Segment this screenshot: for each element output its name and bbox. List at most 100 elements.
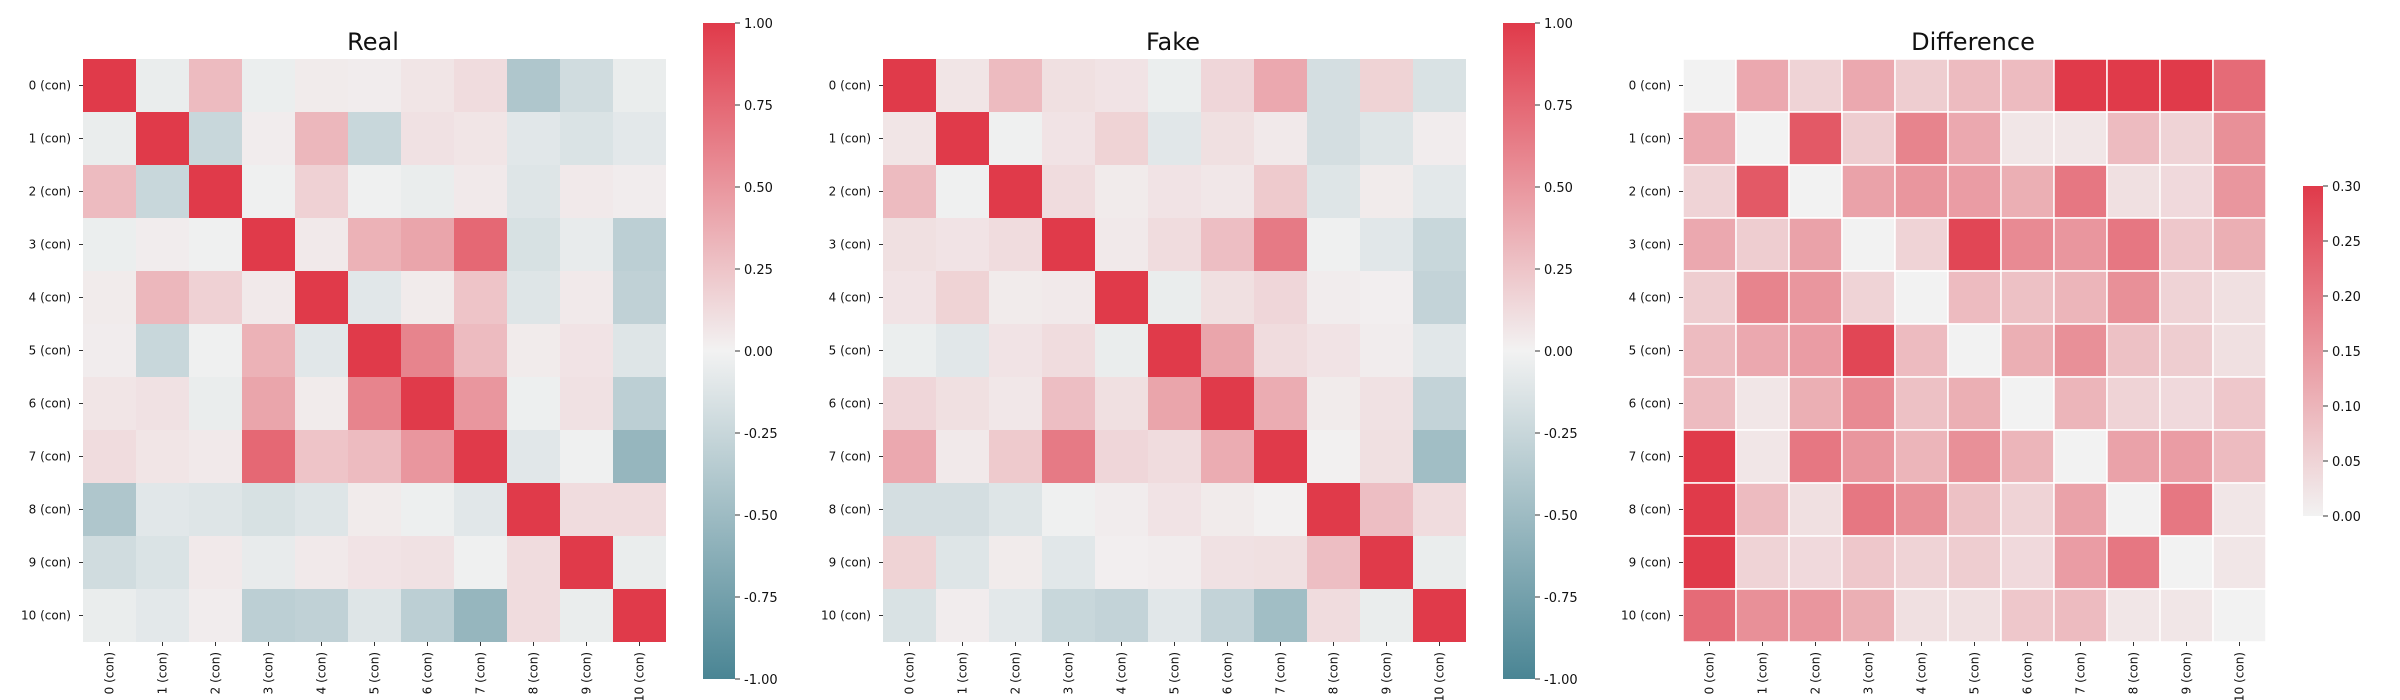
heatmap-cell	[348, 59, 401, 112]
heatmap-cell	[2159, 588, 2214, 643]
heatmap-cell	[454, 218, 507, 271]
heatmap-cell	[2159, 376, 2214, 431]
heatmap-cell	[1254, 112, 1307, 165]
heatmap-cell	[989, 536, 1042, 589]
heatmap-cell	[1788, 429, 1843, 484]
heatmap-cell	[2106, 270, 2161, 325]
heatmap-cell	[1095, 271, 1148, 324]
heatmap-cell	[1307, 218, 1360, 271]
heatmap-cell	[189, 430, 242, 483]
heatmap-cell	[189, 218, 242, 271]
row-label: 3 (con)	[29, 238, 71, 252]
heatmap-cell	[1360, 430, 1413, 483]
heatmap-cell	[1947, 111, 2002, 166]
colorbar-tick-label: 0.25	[744, 263, 773, 278]
heatmap-cell	[2000, 482, 2055, 537]
heatmap-cell	[295, 112, 348, 165]
heatmap-cell	[348, 377, 401, 430]
heatmap-cell	[136, 271, 189, 324]
heatmap-cell	[1360, 165, 1413, 218]
heatmap-cell	[613, 165, 666, 218]
heatmap-cell	[454, 165, 507, 218]
heatmap-cell	[1413, 112, 1466, 165]
heatmap-cell	[1148, 271, 1201, 324]
heatmap-cell	[1095, 165, 1148, 218]
heatmap-cell	[1360, 589, 1413, 642]
heatmap-cell	[507, 430, 560, 483]
heatmap-cell	[560, 430, 613, 483]
heatmap-cell	[136, 377, 189, 430]
heatmap-cell	[1894, 535, 1949, 590]
heatmap-cell	[1201, 430, 1254, 483]
row-label: 7 (con)	[1629, 450, 1671, 464]
row-labels: 0 (con) 1 (con) 2 (con) 3 (con) 4 (con) 5 (co…	[21, 79, 83, 623]
heatmap-cell	[1841, 588, 1896, 643]
heatmap-cell	[136, 112, 189, 165]
heatmap-cell	[454, 430, 507, 483]
heatmap-cell	[1307, 271, 1360, 324]
row-label: 4 (con)	[829, 291, 871, 305]
panel-title: Fake	[1146, 28, 1200, 56]
heatmap-cell	[348, 271, 401, 324]
heatmap-cell	[2106, 111, 2161, 166]
heatmap-cell	[348, 218, 401, 271]
heatmap-cell	[401, 377, 454, 430]
heatmap-cell	[295, 165, 348, 218]
heatmap-cell	[613, 271, 666, 324]
colorbar-ticks: 0.00 0.05 0.10 0.15 0.20 0.25 0.30	[2323, 180, 2361, 525]
heatmap-cell	[454, 324, 507, 377]
heatmap-cell	[1788, 58, 1843, 113]
heatmap-cell	[242, 430, 295, 483]
colorbar-tick-label: 1.00	[1544, 17, 1573, 32]
heatmap-cell	[1095, 377, 1148, 430]
heatmap-cell	[1095, 59, 1148, 112]
heatmap-cell	[1254, 377, 1307, 430]
heatmap-cell	[1682, 429, 1737, 484]
heatmap-cell	[83, 324, 136, 377]
heatmap-cell	[1148, 218, 1201, 271]
heatmap-cell	[348, 483, 401, 536]
heatmap-cell	[1095, 430, 1148, 483]
heatmap-cell	[2212, 429, 2267, 484]
heatmap-cell	[295, 536, 348, 589]
heatmap-cell	[1841, 217, 1896, 272]
heatmap-cell	[1894, 323, 1949, 378]
heatmap-cell	[1307, 165, 1360, 218]
heatmap-cell	[507, 483, 560, 536]
colorbar-tick-label: 0.30	[2332, 180, 2361, 195]
column-labels: 0 (con) 1 (con) 2 (con) 3 (con) 4 (con) 5 (co…	[103, 642, 647, 700]
heatmap-cell	[936, 271, 989, 324]
heatmap-cell	[295, 324, 348, 377]
heatmap-cell	[1735, 376, 1790, 431]
heatmap-cell	[454, 112, 507, 165]
heatmap-cell	[1413, 377, 1466, 430]
heatmap-cell	[242, 112, 295, 165]
heatmap-cell	[2000, 376, 2055, 431]
heatmap-cell	[401, 271, 454, 324]
column-label: 9 (con)	[580, 652, 594, 694]
column-label: 6 (con)	[2021, 652, 2035, 694]
heatmap-cell	[1148, 536, 1201, 589]
heatmap-cell	[2212, 588, 2267, 643]
colorbar-tick-label: 0.05	[2332, 455, 2361, 470]
heatmap-cell	[1413, 271, 1466, 324]
heatmap-cell	[1841, 58, 1896, 113]
heatmap-cell	[2212, 535, 2267, 590]
heatmap-cell	[454, 589, 507, 642]
row-label: 7 (con)	[29, 450, 71, 464]
heatmap-cell	[242, 59, 295, 112]
heatmap-cell	[2053, 217, 2108, 272]
heatmap-grid	[1682, 58, 2267, 643]
colorbar-tick-label: -0.25	[1544, 427, 1578, 442]
column-label: 1 (con)	[956, 652, 970, 694]
heatmap-cell	[989, 271, 1042, 324]
heatmap-cell	[2159, 270, 2214, 325]
column-label: 0 (con)	[1703, 652, 1717, 694]
column-label: 5 (con)	[1968, 652, 1982, 694]
heatmap-cell	[2106, 376, 2161, 431]
heatmap-cell	[1894, 270, 1949, 325]
heatmap-cell	[1095, 589, 1148, 642]
heatmap-cell	[2159, 323, 2214, 378]
heatmap-cell	[2000, 323, 2055, 378]
